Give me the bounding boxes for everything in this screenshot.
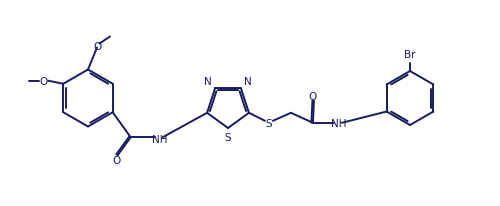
Text: N: N bbox=[204, 77, 212, 87]
Text: N: N bbox=[244, 77, 252, 87]
Text: O: O bbox=[94, 42, 102, 52]
Text: S: S bbox=[224, 132, 232, 142]
Text: S: S bbox=[266, 118, 272, 128]
Text: O: O bbox=[39, 76, 48, 86]
Text: NH: NH bbox=[152, 135, 168, 145]
Text: NH: NH bbox=[331, 118, 346, 128]
Text: O: O bbox=[112, 156, 121, 165]
Text: O: O bbox=[309, 91, 317, 101]
Text: Br: Br bbox=[404, 50, 415, 60]
